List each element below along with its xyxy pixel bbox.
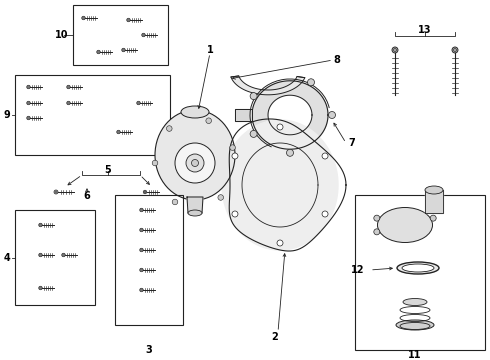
Text: 4: 4 [3,253,10,263]
Circle shape [142,33,145,37]
Circle shape [54,190,58,194]
Bar [73,5,168,65]
Text: 11: 11 [408,350,422,360]
Circle shape [452,47,458,53]
PathPatch shape [231,76,305,95]
Ellipse shape [425,186,443,194]
Circle shape [143,190,147,194]
Circle shape [175,143,215,183]
Circle shape [67,85,70,89]
Circle shape [140,288,143,292]
Circle shape [39,253,42,257]
Circle shape [192,159,198,166]
Bar [15,210,95,305]
Polygon shape [235,109,252,121]
Circle shape [140,228,143,232]
Ellipse shape [155,110,235,200]
Circle shape [27,85,30,89]
Text: 10: 10 [55,30,69,40]
Ellipse shape [402,264,434,272]
Circle shape [127,18,130,22]
Circle shape [218,195,223,200]
Text: 9: 9 [3,110,10,120]
Circle shape [308,79,315,86]
Circle shape [62,253,65,257]
Bar [15,75,170,155]
Circle shape [206,118,212,123]
Circle shape [152,160,158,166]
Text: 8: 8 [334,55,341,65]
Ellipse shape [396,320,434,330]
Text: 3: 3 [146,345,152,355]
Circle shape [186,154,204,172]
Circle shape [140,248,143,252]
Ellipse shape [181,106,209,118]
Circle shape [172,199,178,205]
Circle shape [117,130,120,134]
Circle shape [39,223,42,227]
Circle shape [67,101,70,105]
Circle shape [27,116,30,120]
Circle shape [140,208,143,212]
Bar [115,195,183,325]
Polygon shape [187,197,203,213]
Circle shape [322,211,328,217]
Circle shape [374,229,380,235]
Circle shape [167,126,172,131]
Circle shape [287,149,294,156]
Circle shape [277,124,283,130]
Circle shape [137,101,140,105]
Circle shape [39,286,42,290]
Circle shape [374,215,380,221]
Circle shape [250,130,257,138]
Ellipse shape [188,210,202,216]
Circle shape [392,47,398,53]
Circle shape [322,153,328,159]
Circle shape [232,211,238,217]
Circle shape [27,101,30,105]
Circle shape [232,153,238,159]
Circle shape [328,112,336,118]
Text: 12: 12 [351,265,365,275]
Polygon shape [222,120,338,250]
Ellipse shape [377,207,433,243]
Text: 5: 5 [105,165,111,175]
Circle shape [82,16,85,20]
Circle shape [97,50,100,54]
Circle shape [277,240,283,246]
Text: 1: 1 [207,45,213,55]
Circle shape [230,145,235,150]
Circle shape [430,215,436,221]
Circle shape [122,48,125,52]
Polygon shape [425,190,443,213]
Bar [355,195,485,350]
Circle shape [250,93,257,100]
Circle shape [140,268,143,272]
Ellipse shape [403,298,427,306]
Text: 7: 7 [348,138,355,148]
Polygon shape [252,81,328,149]
Text: 2: 2 [271,332,278,342]
Ellipse shape [397,262,439,274]
Text: 6: 6 [84,191,90,201]
Text: 13: 13 [418,25,432,35]
